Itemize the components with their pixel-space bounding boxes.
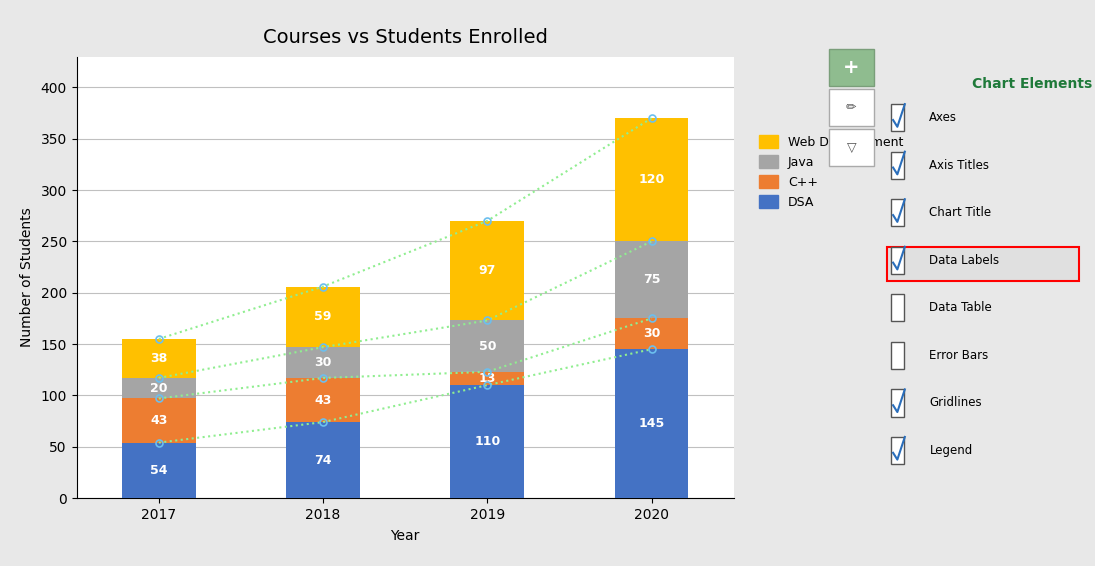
Bar xyxy=(450,385,525,498)
Text: Axes: Axes xyxy=(930,112,957,124)
Bar xyxy=(122,378,196,398)
Bar xyxy=(286,347,360,378)
FancyBboxPatch shape xyxy=(891,104,903,131)
Text: Gridlines: Gridlines xyxy=(930,397,982,409)
FancyBboxPatch shape xyxy=(891,389,903,417)
FancyBboxPatch shape xyxy=(891,199,903,226)
Bar xyxy=(450,372,525,385)
Text: Data Labels: Data Labels xyxy=(930,254,1000,267)
Text: 120: 120 xyxy=(638,173,665,186)
Text: 54: 54 xyxy=(150,464,168,477)
Text: 75: 75 xyxy=(643,273,660,286)
FancyBboxPatch shape xyxy=(891,152,903,179)
Text: 13: 13 xyxy=(479,372,496,385)
FancyBboxPatch shape xyxy=(891,342,903,369)
FancyBboxPatch shape xyxy=(829,49,874,87)
FancyBboxPatch shape xyxy=(891,247,903,274)
Bar xyxy=(286,422,360,498)
FancyBboxPatch shape xyxy=(829,89,874,126)
Text: 110: 110 xyxy=(474,435,500,448)
Text: Axis Titles: Axis Titles xyxy=(930,159,990,171)
FancyBboxPatch shape xyxy=(891,437,903,464)
Text: 30: 30 xyxy=(643,327,660,340)
Text: Legend: Legend xyxy=(930,444,972,457)
Bar xyxy=(614,319,689,349)
Bar xyxy=(614,118,689,242)
Text: +: + xyxy=(843,58,860,77)
Text: 43: 43 xyxy=(314,393,332,406)
Bar xyxy=(122,339,196,378)
Bar xyxy=(614,349,689,498)
X-axis label: Year: Year xyxy=(391,529,419,543)
Text: ▽: ▽ xyxy=(846,141,856,154)
Text: 30: 30 xyxy=(314,356,332,369)
Text: Data Table: Data Table xyxy=(930,302,992,314)
Text: 38: 38 xyxy=(150,352,168,365)
Text: Chart Title: Chart Title xyxy=(930,207,991,219)
Bar xyxy=(286,378,360,422)
Bar xyxy=(286,286,360,347)
Text: 59: 59 xyxy=(314,310,332,323)
Title: Courses vs Students Enrolled: Courses vs Students Enrolled xyxy=(263,28,548,47)
Text: 97: 97 xyxy=(479,264,496,277)
Bar xyxy=(122,443,196,498)
Bar xyxy=(122,398,196,443)
Y-axis label: Number of Students: Number of Students xyxy=(20,208,34,347)
Text: 20: 20 xyxy=(150,381,168,395)
Bar xyxy=(450,320,525,372)
Legend: Web Development, Java, C++, DSA: Web Development, Java, C++, DSA xyxy=(753,129,910,215)
Text: 50: 50 xyxy=(479,340,496,353)
Bar xyxy=(614,242,689,319)
FancyBboxPatch shape xyxy=(887,247,1079,281)
Text: ✏: ✏ xyxy=(846,101,856,114)
Text: 145: 145 xyxy=(638,417,665,430)
FancyBboxPatch shape xyxy=(829,128,874,166)
Text: 43: 43 xyxy=(150,414,168,427)
Text: 74: 74 xyxy=(314,453,332,466)
FancyBboxPatch shape xyxy=(891,294,903,321)
Bar xyxy=(450,221,525,320)
Text: Error Bars: Error Bars xyxy=(930,349,989,362)
Text: Chart Elements: Chart Elements xyxy=(972,77,1093,91)
